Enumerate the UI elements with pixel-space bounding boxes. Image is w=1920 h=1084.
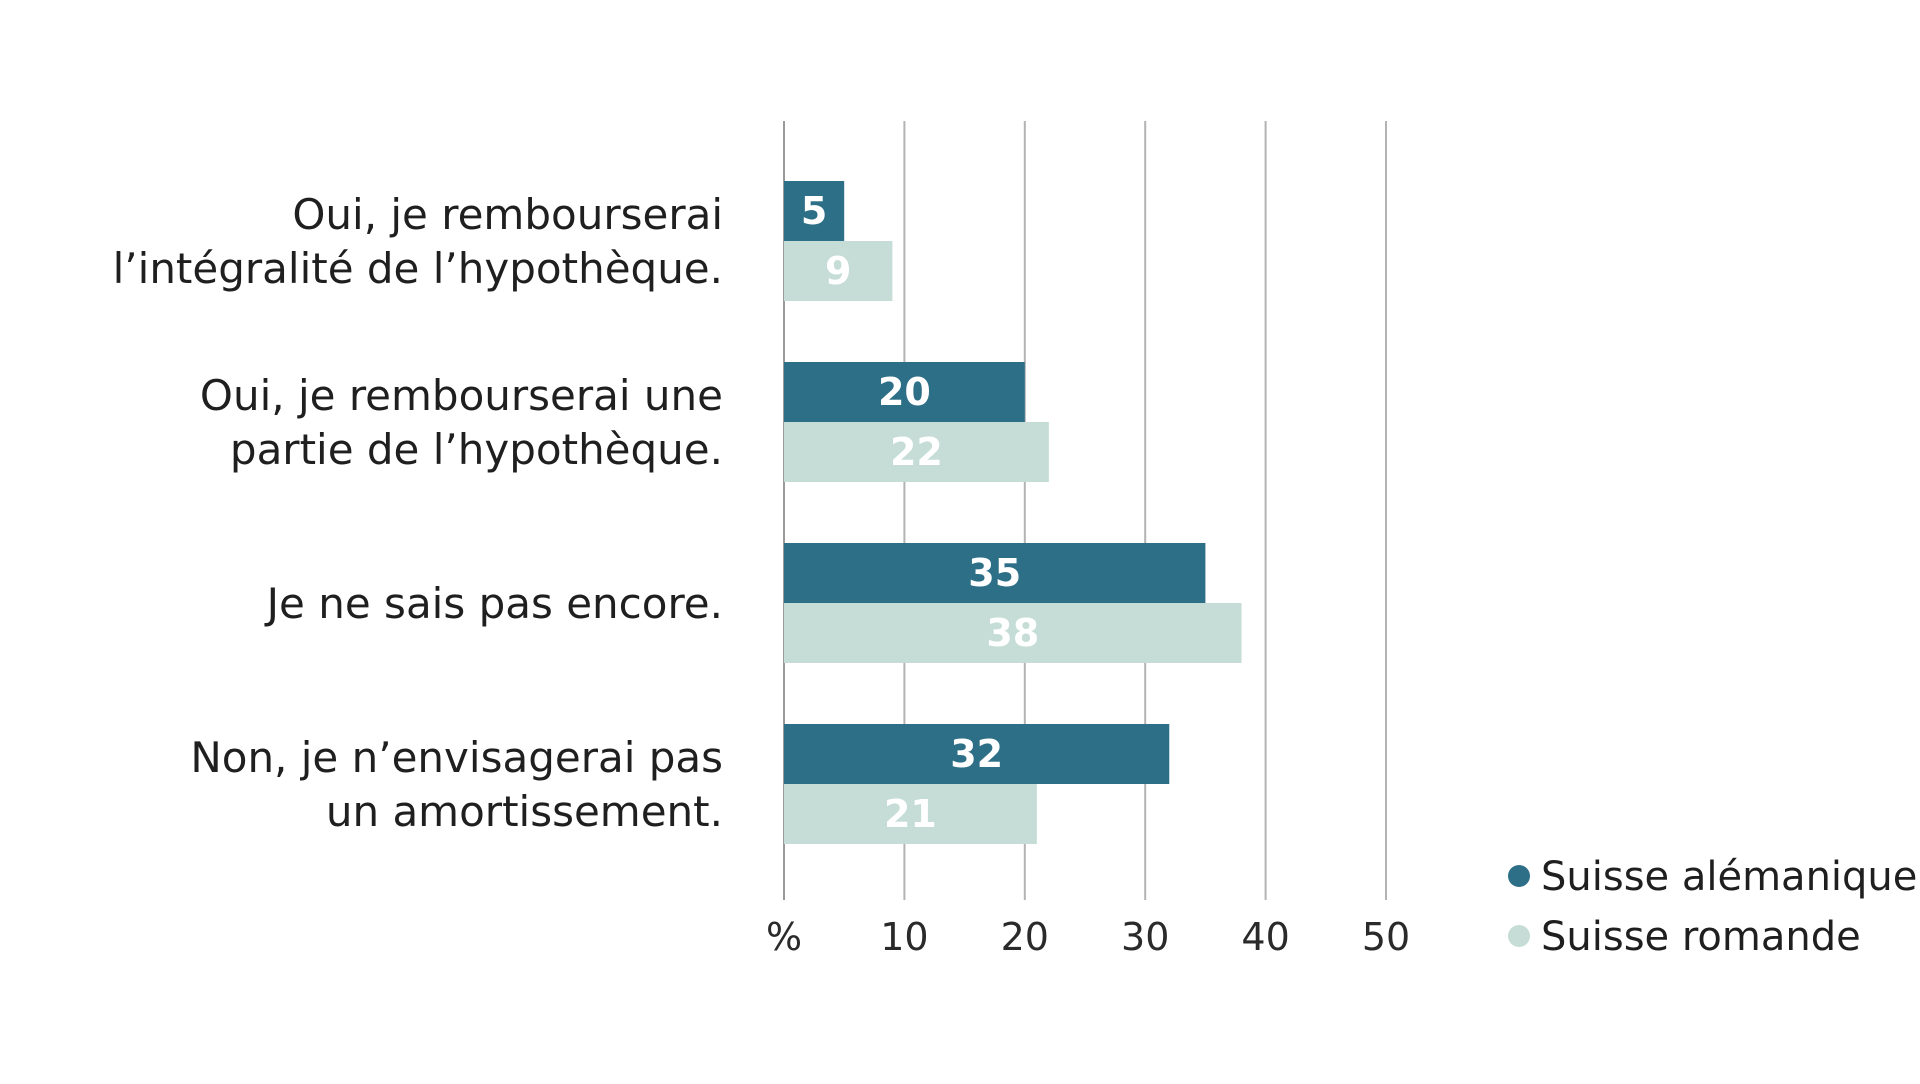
category-labels: Oui, je rembourserai l’intégralité de l’h… (113, 190, 723, 836)
bar (784, 784, 1037, 844)
bar (784, 422, 1049, 482)
legend-label: Suisse alémanique (1541, 854, 1917, 900)
bar-value-label: 32 (950, 732, 1003, 776)
bar-value-label: 22 (890, 430, 943, 474)
bar-value-label: 38 (986, 611, 1039, 655)
bars: 5 20 35 32 9 22 38 21 (784, 181, 1242, 844)
legend-marker (1508, 865, 1530, 887)
category-label-line: Je ne sais pas encore. (264, 579, 723, 628)
bar (784, 181, 845, 241)
x-tick-label: 40 (1241, 915, 1289, 959)
bar (784, 362, 1025, 422)
x-tick-label: 10 (880, 915, 928, 959)
category-label: Non, je n’envisagerai pas un amortissemen… (190, 733, 723, 836)
category-label-line: un amortissement. (326, 787, 723, 836)
x-tick-label: 30 (1121, 915, 1169, 959)
bar-value-label: 21 (884, 792, 937, 836)
bar-value-label: 5 (801, 189, 827, 233)
bar-value-label: 9 (825, 249, 851, 293)
category-label: Je ne sais pas encore. (264, 579, 723, 628)
category-label-line: l’intégralité de l’hypothèque. (113, 244, 723, 293)
x-tick-label: 50 (1362, 915, 1410, 959)
category-label-line: Oui, je rembourserai (292, 190, 723, 239)
bar-value-label: 20 (878, 370, 931, 414)
legend: Suisse alémanique Suisse romande (1508, 854, 1917, 960)
category-label: Oui, je rembourserai l’intégralité de l’h… (113, 190, 723, 293)
category-label-line: partie de l’hypothèque. (230, 425, 723, 474)
bar (784, 724, 1170, 784)
x-tick-label: 20 (1001, 915, 1049, 959)
legend-label: Suisse romande (1541, 914, 1861, 960)
category-label-line: Non, je n’envisagerai pas (190, 733, 723, 782)
bar (784, 241, 893, 301)
category-label-line: Oui, je rembourserai une (200, 371, 723, 420)
category-label: Oui, je rembourserai une partie de l’hypo… (200, 371, 723, 474)
x-axis-ticks: % 10 20 30 40 50 (766, 915, 1410, 959)
legend-marker (1508, 925, 1530, 947)
bar-value-label: 35 (968, 551, 1021, 595)
x-tick-label: % (766, 915, 802, 959)
bar (784, 603, 1242, 663)
bar (784, 543, 1206, 603)
